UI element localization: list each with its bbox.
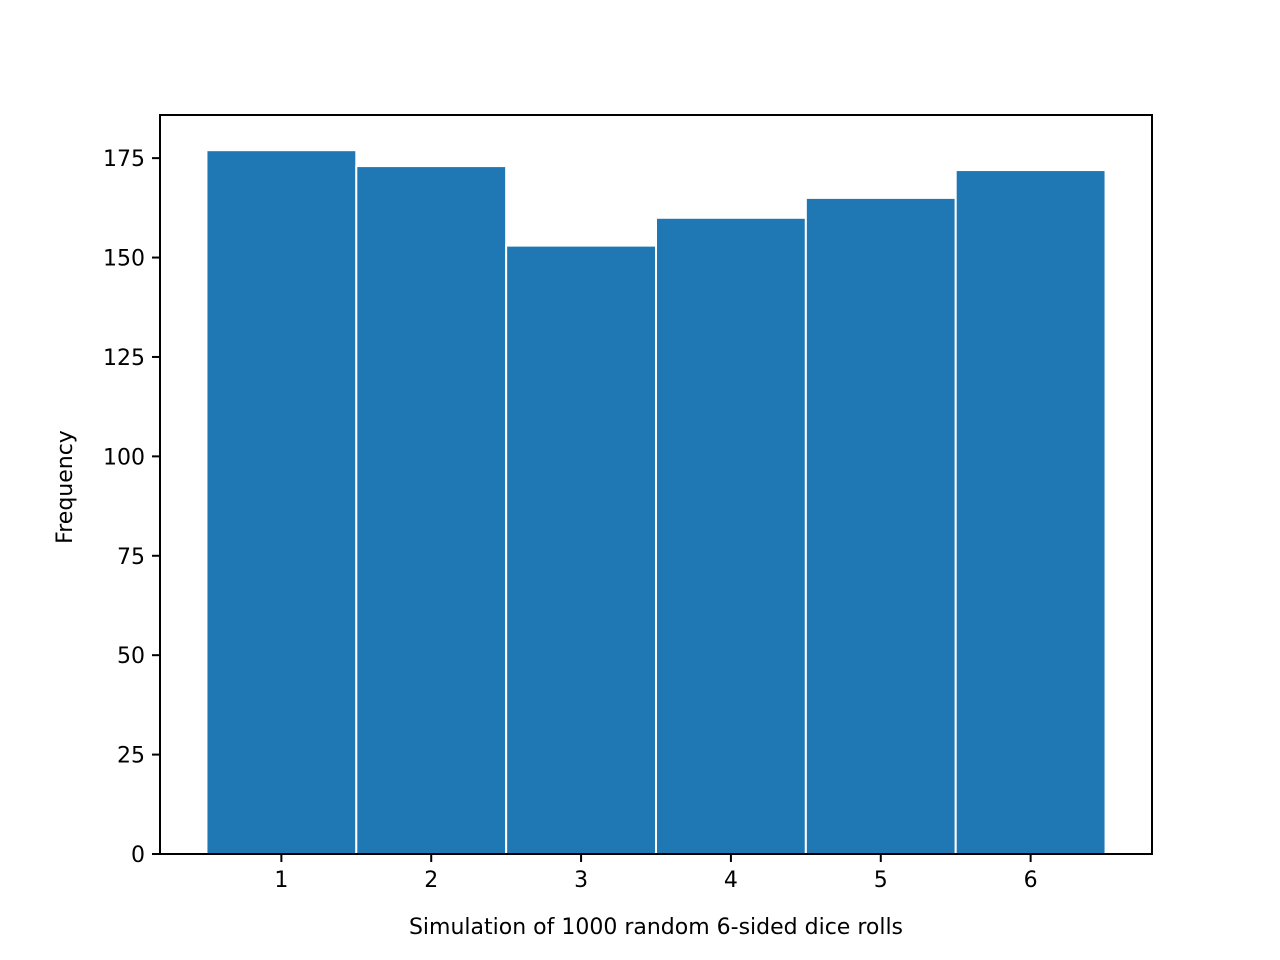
x-tick-label-6: 6 (1024, 868, 1038, 893)
y-axis-ticks: 0 25 50 75 100 125 150 175 (103, 147, 160, 868)
x-axis-label: Simulation of 1000 random 6-sided dice r… (409, 915, 903, 940)
y-tick-label-175: 175 (103, 147, 145, 172)
bar-1 (205, 149, 358, 855)
bars-group (205, 149, 1107, 856)
y-tick-label-0: 0 (131, 843, 145, 868)
bar-4 (655, 216, 807, 855)
y-axis-label: Frequency (53, 430, 78, 544)
x-tick-label-1: 1 (274, 868, 288, 893)
y-tick-label-25: 25 (117, 744, 145, 769)
bar-3 (505, 244, 657, 856)
bar-2 (355, 165, 508, 856)
plot-frame (159, 114, 1153, 855)
y-tick-label-125: 125 (103, 346, 145, 371)
y-tick-label-150: 150 (103, 247, 145, 272)
x-axis-ticks: 1 2 3 4 5 6 (274, 854, 1038, 893)
x-tick-label-5: 5 (874, 868, 888, 893)
y-tick-label-50: 50 (117, 644, 145, 669)
y-tick-label-100: 100 (103, 445, 145, 470)
bar-5 (804, 196, 957, 855)
bar-6 (954, 169, 1107, 856)
x-tick-label-3: 3 (574, 868, 588, 893)
x-tick-label-2: 2 (424, 868, 438, 893)
x-tick-label-4: 4 (724, 868, 738, 893)
y-tick-label-75: 75 (117, 545, 145, 570)
